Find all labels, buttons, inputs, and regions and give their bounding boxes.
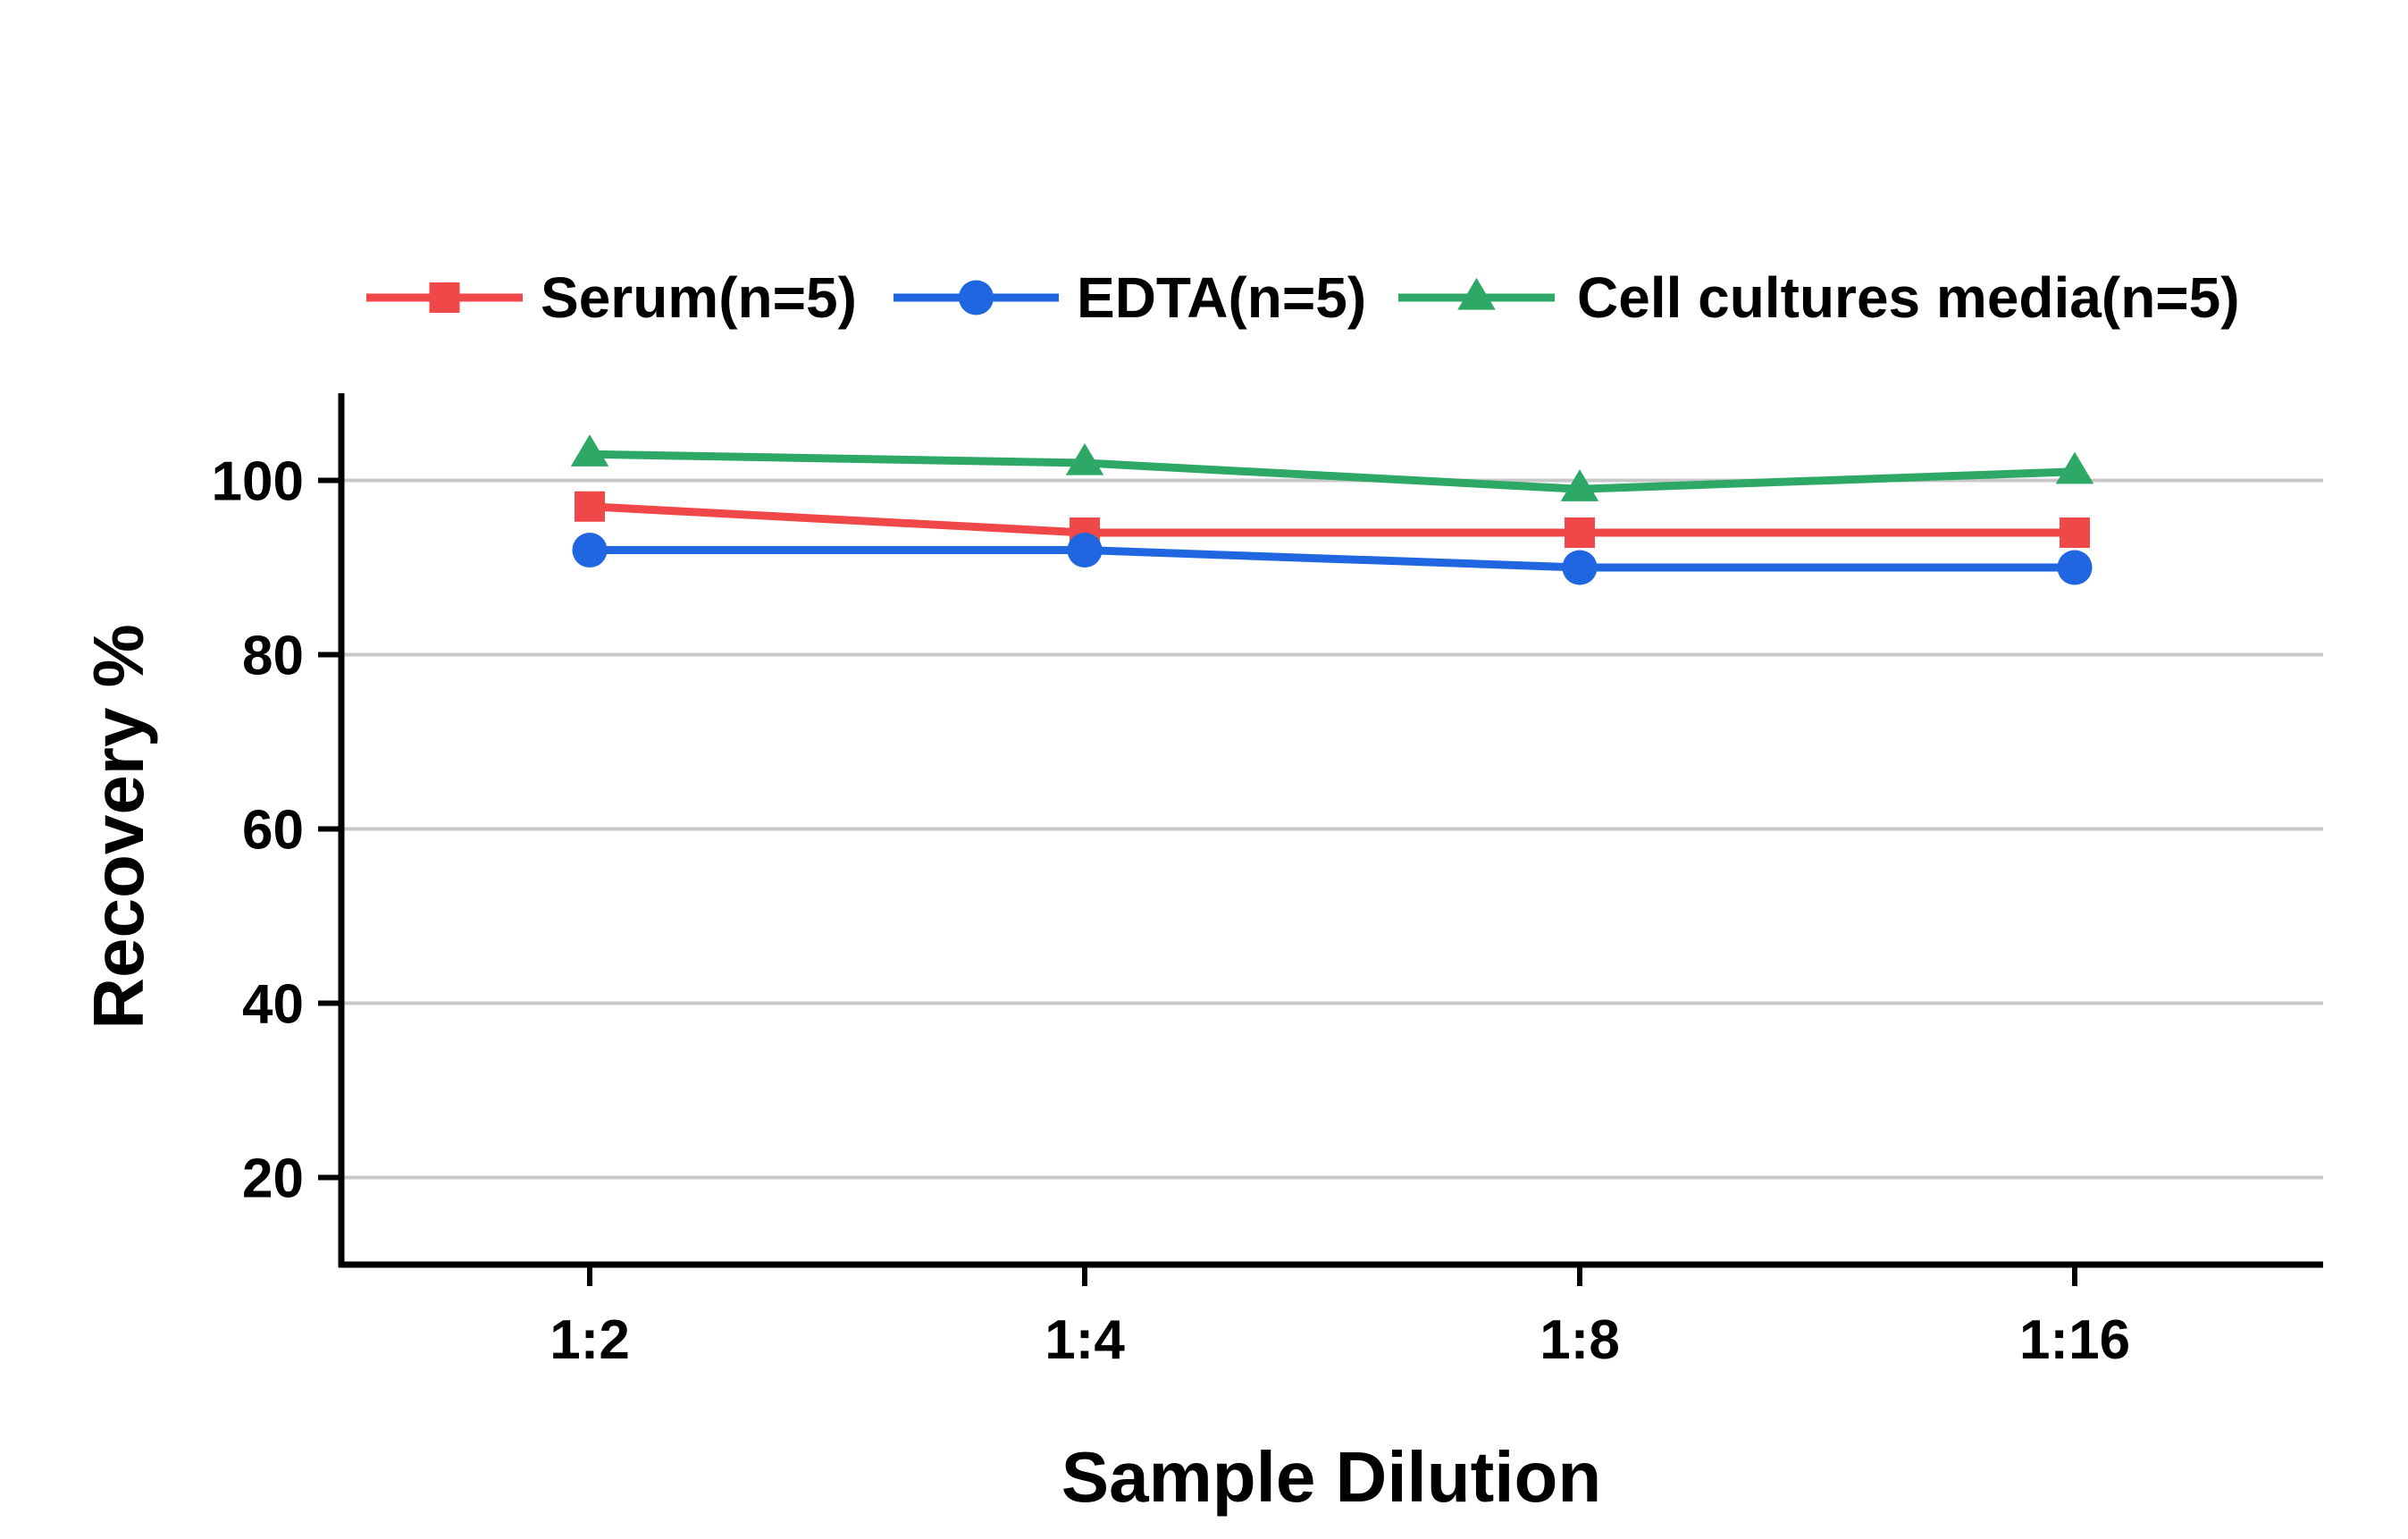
data-point-square <box>429 282 460 313</box>
series-line <box>590 546 2075 572</box>
y-axis-title: Recovery % <box>79 624 158 1030</box>
legend: Serum(n=5) EDTA(n=5) Cell cultures media(n… <box>366 265 2240 330</box>
series-line <box>589 450 2076 493</box>
data-point-circle <box>2057 550 2093 585</box>
legend-item: Cell cultures media(n=5) <box>1398 265 2240 330</box>
data-point-circle <box>1067 532 1103 568</box>
y-tick-label: 40 <box>242 974 304 1036</box>
data-point-square <box>1565 517 1595 548</box>
data-point-triangle <box>1457 277 1496 310</box>
y-tick-label: 60 <box>242 800 304 862</box>
series-group <box>570 434 2094 585</box>
data-point-triangle <box>570 434 609 467</box>
legend-label: Serum(n=5) <box>541 265 857 330</box>
legend-item: EDTA(n=5) <box>894 265 1366 330</box>
x-tick-label: 1:16 <box>2019 1309 2130 1371</box>
data-point-square <box>2060 517 2090 548</box>
x-tick-label: 1:4 <box>1045 1309 1125 1371</box>
data-point-circle <box>958 280 994 315</box>
legend-label: Cell cultures media(n=5) <box>1577 265 2240 330</box>
axes <box>318 393 2323 1286</box>
data-point-square <box>575 491 605 522</box>
series-cell-cultures-media-n-5 <box>570 434 2094 501</box>
tick-labels: 20 40 60 80 100 1:2 1:4 1:8 1:16 <box>212 451 2131 1372</box>
series-serum-n-5 <box>575 491 2090 548</box>
data-point-triangle <box>1560 469 1599 501</box>
x-tick-label: 1:8 <box>1540 1309 1620 1371</box>
y-tick-label: 20 <box>242 1148 304 1210</box>
legend-label: EDTA(n=5) <box>1077 265 1366 330</box>
data-point-circle <box>572 532 608 568</box>
series-line <box>589 502 2075 537</box>
data-point-circle <box>1562 550 1598 585</box>
gridlines <box>341 478 2323 1180</box>
data-point-triangle <box>2055 451 2094 484</box>
x-axis-title: Sample Dilution <box>1061 1437 1602 1517</box>
data-point-triangle <box>1065 442 1104 475</box>
x-tick-label: 1:2 <box>550 1309 630 1371</box>
legend-item: Serum(n=5) <box>366 265 857 330</box>
series-edta-n-5 <box>572 532 2093 585</box>
y-tick-label: 80 <box>242 626 304 687</box>
y-tick-label: 100 <box>212 451 304 513</box>
